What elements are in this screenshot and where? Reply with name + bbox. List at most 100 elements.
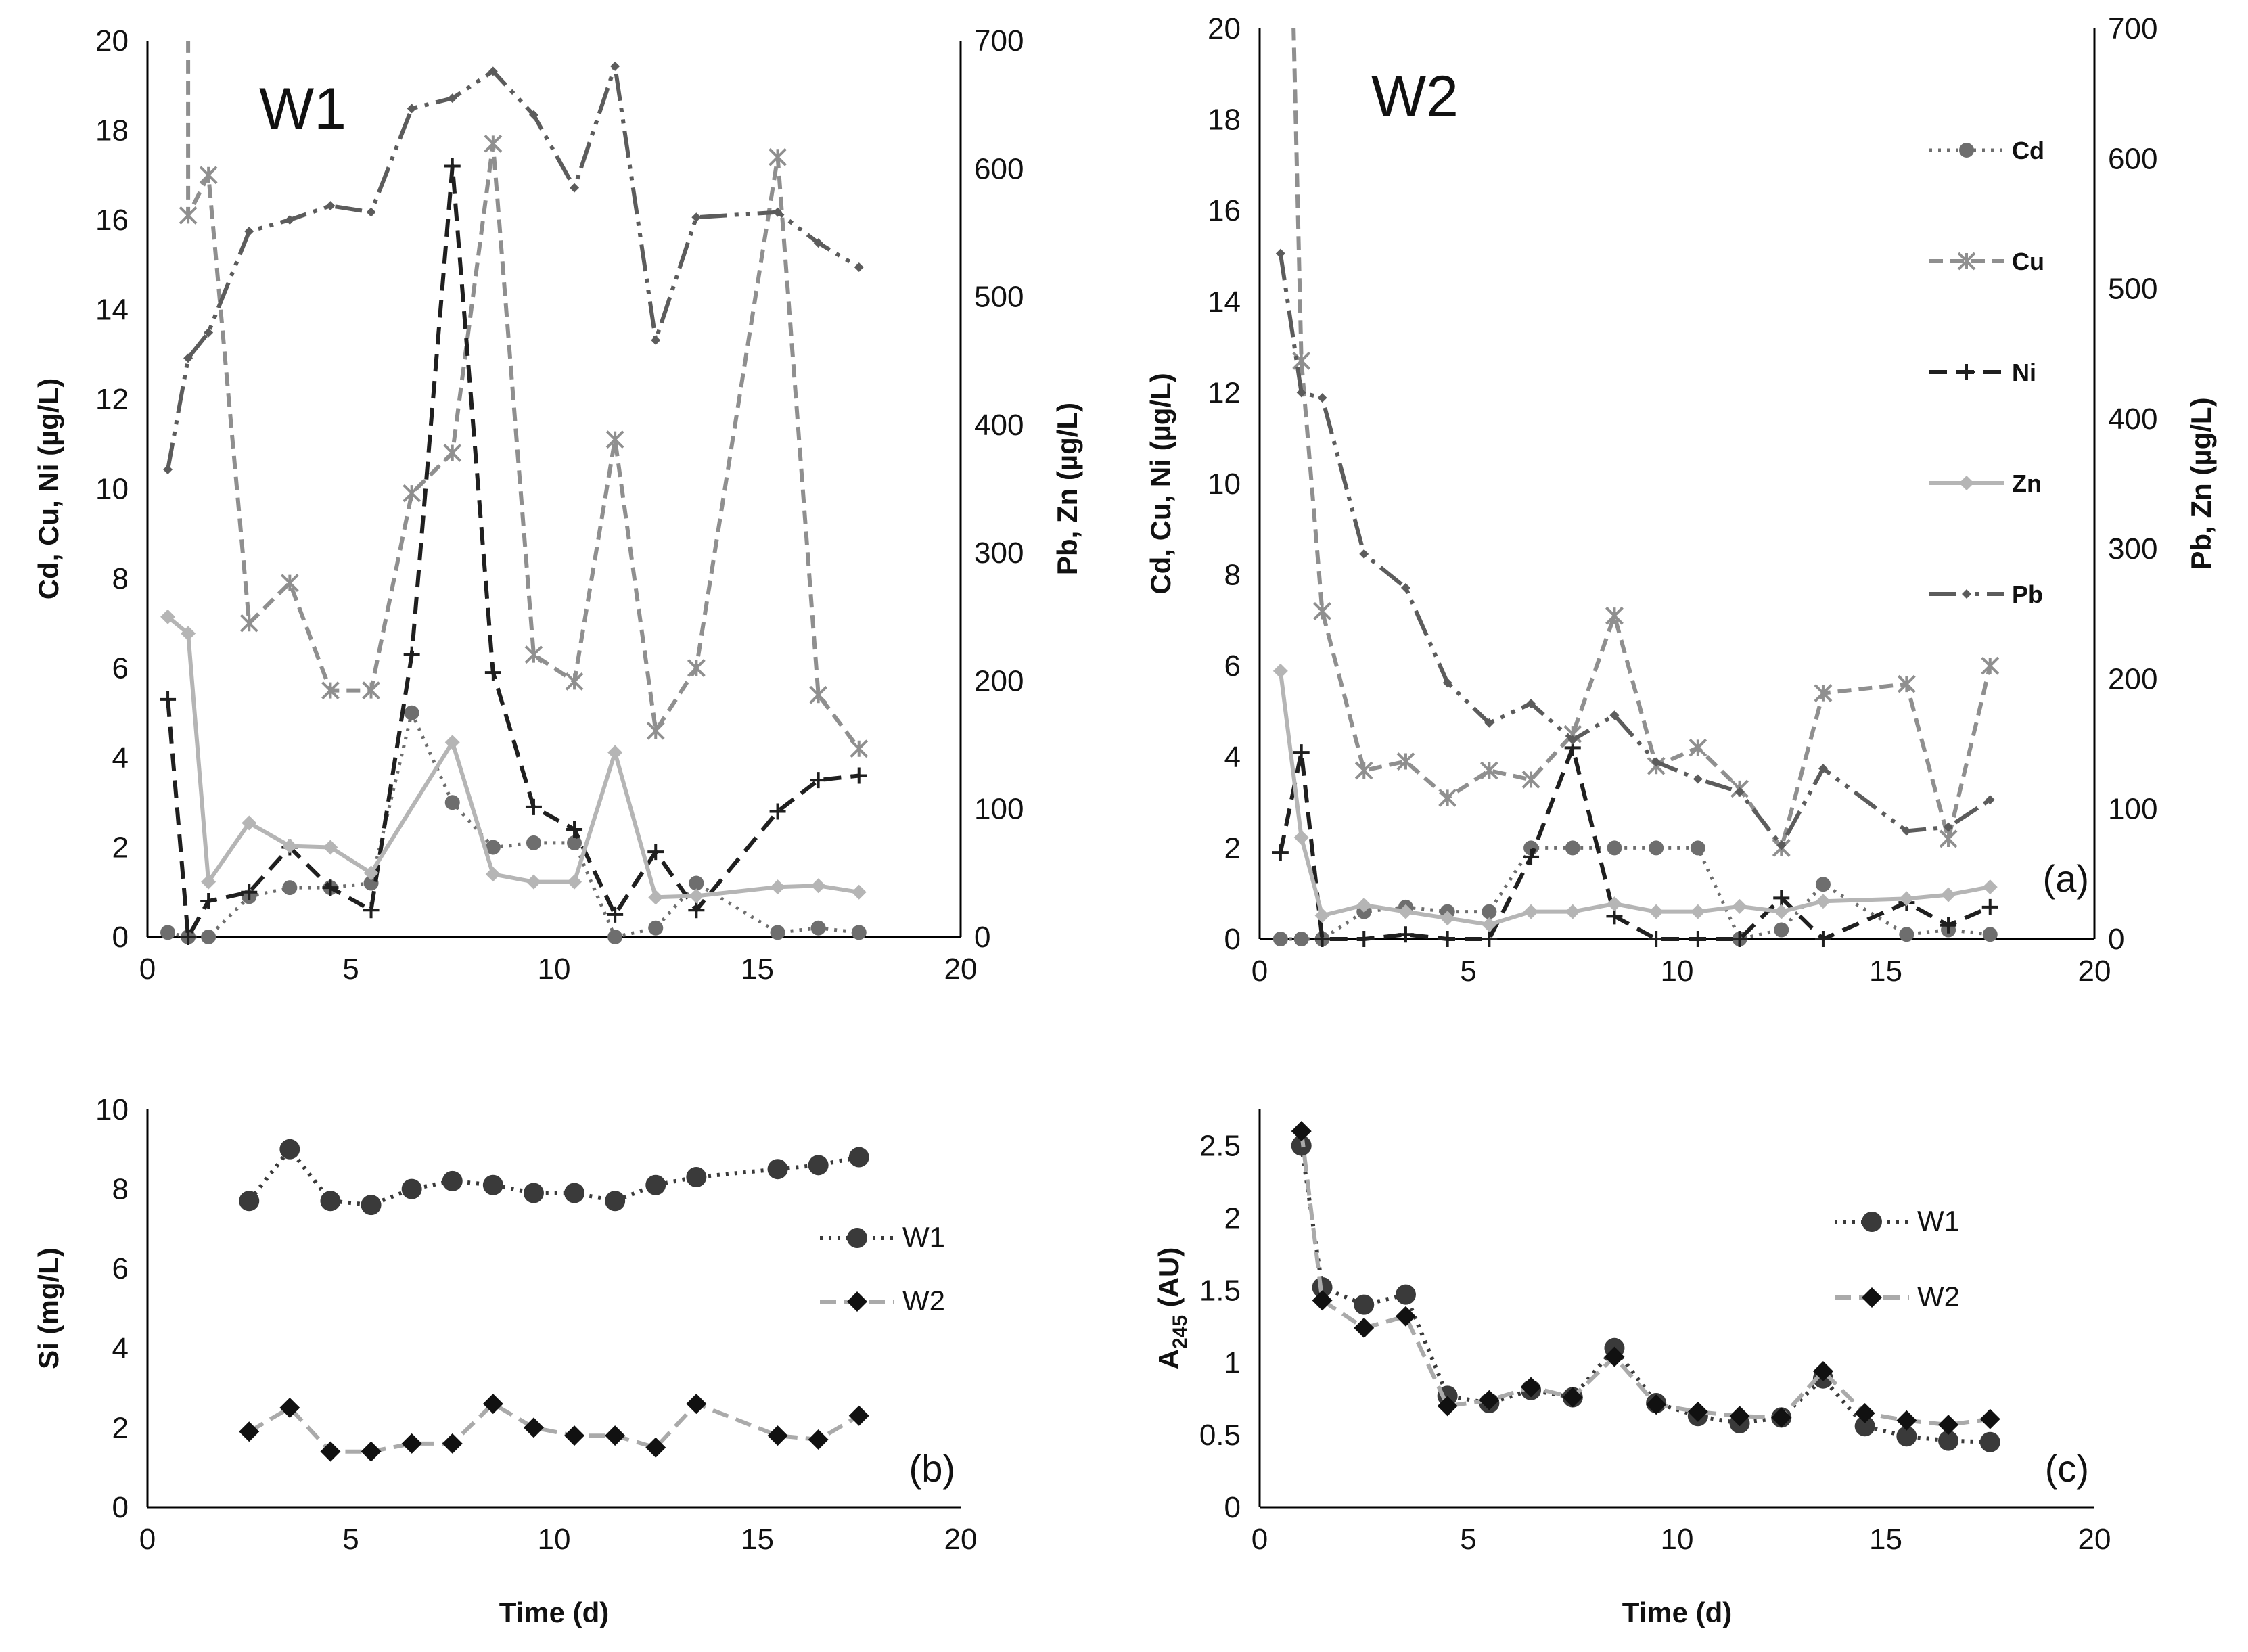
legend-label: Cd: [2012, 137, 2044, 164]
data-point: [1291, 1121, 1312, 1142]
data-point: [813, 238, 823, 248]
data-point: [1985, 795, 1995, 805]
data-point: [850, 767, 867, 784]
x-tick-label: 0: [139, 1523, 156, 1556]
y-tick-label: 12: [1208, 376, 1241, 409]
y-tick-label: 12: [95, 383, 129, 416]
y2-tick-label: 500: [974, 281, 1024, 314]
data-point: [484, 664, 501, 681]
data-point: [687, 659, 706, 677]
y-tick-label: 0: [1224, 923, 1241, 956]
data-point: [242, 815, 257, 831]
data-point: [767, 1425, 788, 1446]
data-point: [1979, 1408, 2000, 1429]
data-point: [1649, 904, 1664, 919]
data-point: [528, 110, 538, 120]
y2-tick-label: 300: [2108, 532, 2157, 566]
y2-tick-label: 300: [974, 536, 1024, 570]
data-point: [526, 835, 541, 850]
data-point: [1690, 904, 1705, 919]
data-point: [280, 574, 299, 593]
data-point: [1690, 840, 1705, 856]
data-point: [366, 207, 376, 217]
data-point: [279, 1398, 300, 1418]
y-tick-label: 2: [1224, 1201, 1241, 1235]
data-point: [1285, 0, 1301, 14]
y-axis-title-suffix: (AU): [1153, 1247, 1185, 1315]
data-point: [1605, 606, 1624, 625]
y-tick-label: 20: [1208, 12, 1241, 45]
legend-swatch-cd: [1929, 143, 2004, 158]
data-point: [482, 1394, 503, 1415]
data-point: [810, 878, 826, 894]
data-point: [605, 1425, 626, 1446]
data-point: [809, 685, 828, 704]
data-point: [1272, 932, 1288, 946]
x-axis-title: Time (d): [499, 1597, 610, 1628]
x-tick-label: 20: [944, 953, 978, 986]
chart-si: 0 5 10 15 20 0 2 4 6 8 10 Si (mg/L) Time (d) (b) W1 W2: [32, 1093, 977, 1628]
data-point: [1356, 898, 1372, 913]
data-point: [1940, 917, 1957, 934]
data-point: [645, 1174, 666, 1195]
data-point: [1776, 840, 1787, 850]
panel-title: W1: [259, 76, 346, 141]
data-point: [1649, 840, 1664, 856]
series-cd: [1272, 840, 1998, 946]
data-point: [1609, 710, 1620, 720]
legend: Cd Cu Ni Zn Pb: [1929, 137, 2044, 608]
data-point: [1567, 735, 1578, 745]
series-w1: [1291, 1135, 2000, 1452]
data-point: [444, 158, 461, 175]
data-point: [607, 745, 623, 760]
data-point: [688, 902, 705, 919]
y-tick-label: 0: [112, 921, 129, 954]
data-point: [1854, 1403, 1875, 1424]
data-point: [488, 66, 498, 76]
data-point: [241, 884, 258, 900]
data-point: [605, 430, 624, 449]
data-point: [848, 1405, 869, 1426]
y-tick-label: 1.5: [1199, 1274, 1241, 1307]
data-point: [1272, 844, 1289, 861]
data-point: [160, 925, 176, 940]
data-point: [1771, 1407, 1792, 1428]
series-line: [1278, 253, 1992, 848]
chart-w2: 0 5 10 15 2002468101214161820010020030040050…: [1145, 0, 2217, 988]
x-tick-label: 0: [1252, 955, 1268, 988]
x-tick-label: 0: [139, 953, 156, 986]
data-point: [1296, 388, 1306, 398]
data-point: [363, 865, 379, 881]
data-point: [810, 772, 827, 789]
x-tick-label: 20: [944, 1523, 978, 1556]
data-point: [1359, 549, 1369, 559]
data-point: [447, 93, 457, 104]
legend: W1 W2: [1835, 1205, 1960, 1312]
data-point: [320, 1441, 341, 1462]
data-point: [1395, 1284, 1416, 1305]
data-point: [1689, 738, 1707, 757]
data-point: [1646, 1394, 1667, 1415]
legend-label: W1: [902, 1221, 945, 1253]
data-point: [565, 672, 584, 691]
data-point: [1354, 1294, 1375, 1315]
y2-tick-label: 500: [2108, 273, 2157, 306]
data-point: [1565, 904, 1580, 919]
y-tick-label: 14: [95, 294, 129, 327]
data-point: [1607, 840, 1622, 856]
data-point: [1731, 931, 1748, 947]
y-tick-label: 10: [1208, 467, 1241, 501]
data-point: [567, 835, 582, 850]
data-point: [244, 227, 254, 237]
data-point: [1773, 890, 1790, 907]
data-point: [404, 705, 419, 720]
data-point: [401, 1433, 422, 1454]
legend: W1 W2: [820, 1221, 945, 1316]
y-tick-label: 2.5: [1199, 1129, 1241, 1162]
data-point: [1479, 761, 1498, 780]
y2-tick-label: 100: [974, 793, 1024, 826]
panel-label: (b): [909, 1447, 955, 1490]
y2-axis-title: Pb, Zn (µg/L): [2185, 397, 2217, 570]
y2-tick-label: 600: [2108, 142, 2157, 175]
